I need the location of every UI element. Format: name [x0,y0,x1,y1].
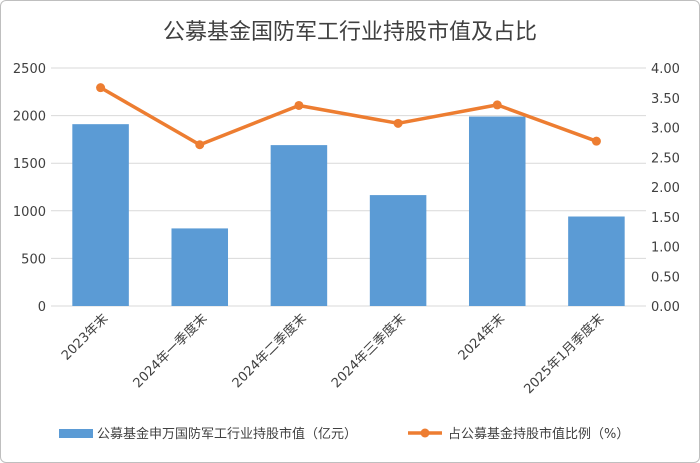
line-point [393,118,403,128]
y-right-tick-label: 3.50 [651,92,680,107]
y-right-tick-label: 1.00 [651,241,680,256]
line-point [591,136,601,146]
line-point [492,100,502,110]
y-right-tick-label: 0.00 [651,300,680,315]
chart-title: 公募基金国防军工行业持股市值及占比 [163,20,537,45]
y-right-tick-label: 3.00 [651,122,680,137]
legend-line-marker [420,428,430,438]
bar [171,228,229,306]
x-tick-label: 2024年末 [456,311,508,363]
y-right-tick-label: 4.00 [651,62,680,77]
y-right-tick-label: 1.50 [651,211,680,226]
bar [270,145,328,306]
x-tick-label: 2025年1月季度末 [521,311,608,398]
line-point [294,100,304,110]
y-right-tick-label: 0.50 [651,270,680,285]
y-right-tick-label: 2.00 [651,181,680,196]
bar [468,116,526,306]
legend-line-label: 占公募基金持股市值比例（%） [448,426,629,442]
legend: 公募基金申万国防军工行业持股市值（亿元） 占公募基金持股市值比例（%） [59,426,629,442]
x-tick-label: 2024年二季度末 [229,311,310,392]
bar [568,216,625,306]
y-left-tick-label: 1500 [13,157,46,172]
legend-bar-label: 公募基金申万国防军工行业持股市值（亿元） [97,426,357,442]
line-point [96,83,106,93]
y-right-tick-label: 2.50 [651,151,680,166]
line-point [195,140,205,150]
y-left-tick-label: 2000 [13,110,46,125]
bar [72,124,129,306]
series-line [99,86,598,147]
x-tick-label: 2023年末 [59,311,111,363]
bar [369,195,427,306]
x-tick-label: 2024年一季度末 [130,311,211,392]
y-left-tick-label: 0 [38,300,46,315]
y-left-tick-label: 2500 [13,62,46,77]
y-left-tick-label: 500 [21,252,46,267]
x-tick-label: 2024年三季度末 [328,311,409,392]
y-left-tick-label: 1000 [13,205,46,220]
legend-bar-swatch [59,429,93,438]
